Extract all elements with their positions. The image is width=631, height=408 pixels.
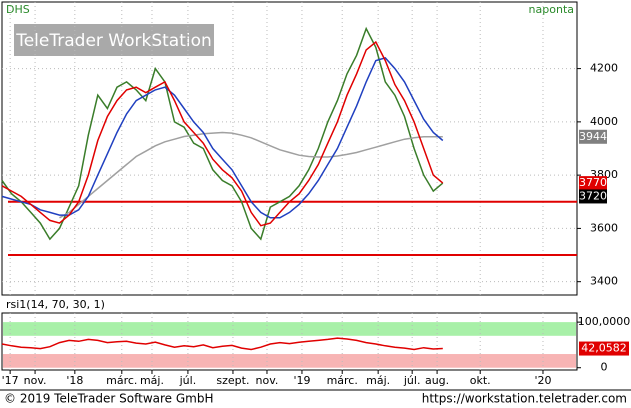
x-tick-label: júl. bbox=[403, 374, 421, 387]
price-badge-label: 3720 bbox=[579, 189, 607, 202]
x-tick-label: máj. bbox=[366, 374, 390, 387]
x-tick-label: nov. bbox=[256, 374, 279, 387]
value-badge bbox=[579, 341, 629, 356]
value-badge-label: 42,0582 bbox=[581, 342, 627, 355]
x-tick-label: '20 bbox=[534, 374, 551, 387]
chart-title: DHS bbox=[6, 3, 30, 16]
series-line bbox=[1, 337, 443, 351]
series-line bbox=[1, 57, 444, 219]
x-tick-label: '19 bbox=[293, 374, 310, 387]
x-tick-label: júl. bbox=[179, 374, 197, 387]
y-tick-label: 4000 bbox=[590, 115, 618, 128]
watermark: TeleTrader WorkStation bbox=[15, 31, 212, 51]
band bbox=[3, 354, 576, 368]
band bbox=[3, 322, 576, 336]
y-tick-label: 4200 bbox=[590, 62, 618, 75]
x-tick-label: nov. bbox=[24, 374, 47, 387]
y-tick-label: 0 bbox=[601, 361, 608, 374]
x-tick-label: '17 bbox=[2, 374, 19, 387]
watermark-box bbox=[14, 24, 214, 56]
copyright: © 2019 TeleTrader Software GmbH bbox=[4, 392, 214, 406]
x-tick-label: máj. bbox=[140, 374, 164, 387]
x-tick-label: '18 bbox=[66, 374, 83, 387]
footer-url: https://workstation.teletrader.com bbox=[422, 392, 627, 406]
price-badge bbox=[579, 129, 607, 144]
period: naponta bbox=[529, 3, 574, 16]
y-tick-label: 100,0000 bbox=[578, 315, 631, 328]
x-tick-label: okt. bbox=[470, 374, 491, 387]
x-tick-label: márc. bbox=[106, 374, 137, 387]
price-badge-label: 3944 bbox=[579, 130, 607, 143]
x-tick-label: aug. bbox=[425, 374, 449, 387]
y-tick-label: 3400 bbox=[590, 275, 618, 288]
y-tick-label: 3600 bbox=[590, 221, 618, 234]
price-badge bbox=[579, 189, 607, 204]
x-tick-label: márc. bbox=[327, 374, 358, 387]
series-line bbox=[1, 40, 444, 227]
x-tick-label: szept. bbox=[216, 374, 249, 387]
rsi-title: rsi1(14, 70, 30, 1) bbox=[6, 298, 105, 311]
series-line bbox=[59, 131, 443, 219]
series-line bbox=[1, 26, 444, 241]
price-badge-label: 3770 bbox=[579, 176, 607, 189]
price-badge bbox=[579, 176, 607, 191]
